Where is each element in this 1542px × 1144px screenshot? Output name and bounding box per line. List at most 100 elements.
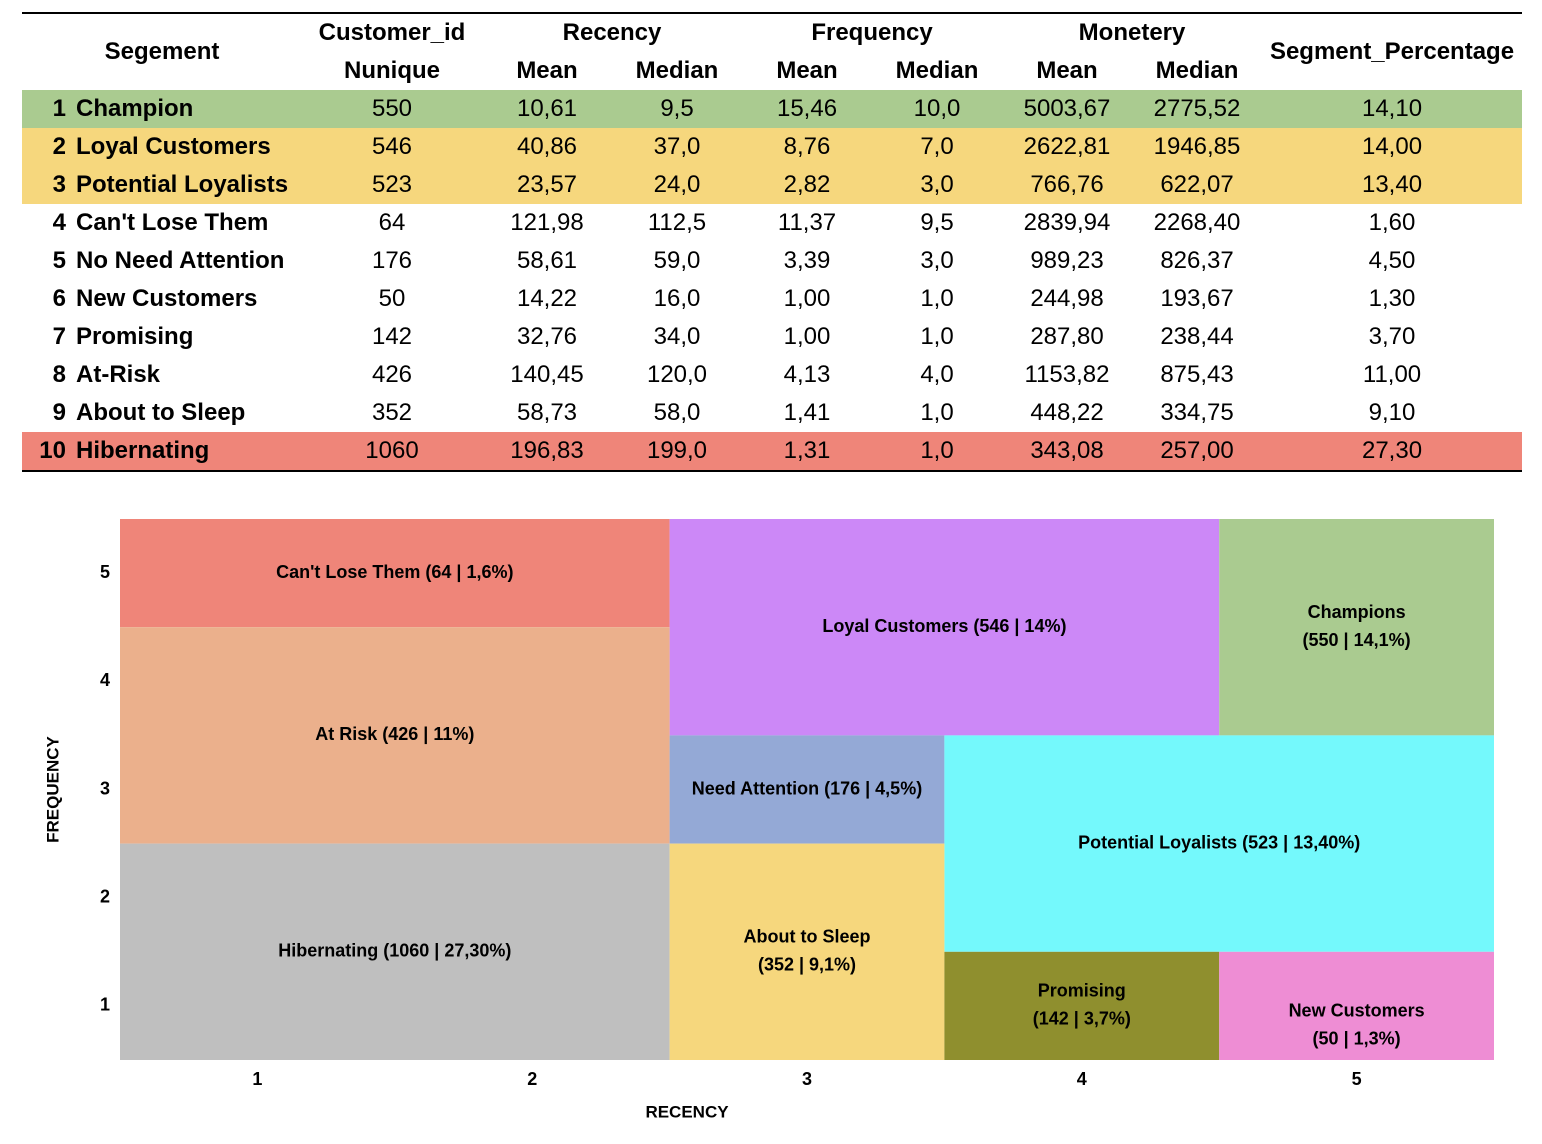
segment-name-cell: 9 About to Sleep <box>22 394 302 432</box>
recency-median-cell: 9,5 <box>660 95 694 122</box>
x-tick-label: 1 <box>252 1069 262 1089</box>
segment-label: Can't Lose Them (64 | 1,6%) <box>276 562 513 582</box>
recency-mean-cell: 40,86 <box>516 133 578 160</box>
segment-block: At Risk (426 | 11%) <box>120 627 670 844</box>
frequency-median-cell: 7,0 <box>920 133 954 160</box>
monetary-median-cell: 238,44 <box>1160 323 1234 350</box>
frequency-median-cell: 1,0 <box>920 285 954 312</box>
table-header-row-1: Segement Customer_id Recency Frequency M… <box>22 12 1523 90</box>
header-monetary: Monetery <box>1002 12 1263 52</box>
segment-name-cell: 8 At-Risk <box>22 356 302 394</box>
segment-label: New Customers <box>1289 1001 1425 1021</box>
recency-median-cell: 199,0 <box>612 432 743 472</box>
frequency-median-cell: 1,0 <box>920 323 954 350</box>
monetary-mean-cell: 5003,67 <box>1023 95 1111 122</box>
segment-name-cell: 5 No Need Attention <box>22 242 302 280</box>
header-nunique: Nunique <box>344 57 440 84</box>
segment-percentage-cell: 14,10 <box>1361 95 1423 122</box>
header-frequency-mean: Mean <box>776 57 838 84</box>
segment-percentage-cell: 1,30 <box>1368 285 1416 312</box>
segment-number: 5 <box>52 247 66 274</box>
header-customer-id: Customer_id <box>302 12 482 52</box>
segment-label: Loyal Customers <box>76 133 271 160</box>
segment-number: 9 <box>52 399 66 426</box>
segment-rect <box>120 627 670 844</box>
segment-label: Potential Loyalists <box>76 171 289 198</box>
segment-number: 7 <box>52 323 66 350</box>
segment-rect <box>944 951 1220 1060</box>
monetary-mean-cell: 2839,94 <box>1023 209 1111 236</box>
segment-number: 3 <box>52 171 66 198</box>
monetary-median-cell: 257,00 <box>1132 432 1263 472</box>
header-monetary-mean: Mean <box>1036 57 1098 84</box>
segment-block: About to Sleep (352 | 9,1%) <box>669 843 945 1060</box>
table-row: 3 Potential Loyalists 523 23,57 24,0 2,82 3,0 7… <box>22 166 1523 204</box>
segment-block: Hibernating (1060 | 27,30%) <box>120 843 670 1060</box>
frequency-mean-cell: 11,37 <box>777 209 837 236</box>
segment-summary-table: Segement Customer_id Recency Frequency M… <box>22 12 1523 472</box>
header-monetary-median: Median <box>1155 57 1239 84</box>
segment-label: Promising <box>1038 981 1126 1001</box>
frequency-mean-cell: 1,41 <box>783 399 831 426</box>
segment-number: 2 <box>52 133 66 160</box>
table-row: 4 Can't Lose Them 64 121,98 112,5 11,37 9,5 283… <box>22 204 1523 242</box>
recency-mean-cell: 32,76 <box>516 323 578 350</box>
segment-name-cell: 7 Promising <box>22 318 302 356</box>
recency-median-cell: 16,0 <box>653 285 701 312</box>
segment-percentage-cell: 9,10 <box>1368 399 1416 426</box>
segment-name-cell: 6 New Customers <box>22 280 302 318</box>
segment-label: (550 | 14,1%) <box>1303 630 1411 650</box>
segment-name-cell: 1 Champion <box>22 90 302 128</box>
header-recency-mean: Mean <box>516 57 578 84</box>
segment-rect <box>1219 519 1494 736</box>
segment-block: Can't Lose Them (64 | 1,6%) <box>120 519 670 628</box>
segment-label: At Risk (426 | 11%) <box>315 724 474 744</box>
segment-name-cell: 3 Potential Loyalists <box>22 166 302 204</box>
segment-label: Need Attention (176 | 4,5%) <box>692 778 922 798</box>
x-tick-label: 4 <box>1077 1069 1087 1089</box>
table-row: 5 No Need Attention 176 58,61 59,0 3,39 3,0 989… <box>22 242 1523 280</box>
x-tick-label: 2 <box>527 1069 537 1089</box>
monetary-mean-cell: 1153,82 <box>1024 361 1110 388</box>
table-body: 1 Champion 550 10,61 9,5 15,46 10,0 5003,67 2775… <box>22 90 1523 472</box>
table-row: 10 Hibernating 1060 196,83 199,0 1,31 1,0 343,0… <box>22 432 1523 472</box>
recency-mean-cell: 14,22 <box>516 285 578 312</box>
monetary-mean-cell: 244,98 <box>1030 285 1104 312</box>
recency-median-cell: 120,0 <box>646 361 708 388</box>
nunique-cell: 352 <box>371 399 413 426</box>
segment-block: Promising (142 | 3,7%) <box>944 951 1220 1060</box>
segment-label: Champions <box>1308 602 1406 622</box>
recency-mean-cell: 23,57 <box>516 171 578 198</box>
monetary-median-cell: 2268,40 <box>1153 209 1241 236</box>
segment-rect <box>669 519 1220 736</box>
monetary-mean-cell: 343,08 <box>1002 432 1133 472</box>
segment-label: At-Risk <box>76 361 161 388</box>
table-row: 9 About to Sleep 352 58,73 58,0 1,41 1,0 448,22… <box>22 394 1523 432</box>
segment-label: Can't Lose Them <box>76 209 269 236</box>
segment-percentage-cell: 1,60 <box>1368 209 1416 236</box>
x-tick-label: 5 <box>1352 1069 1362 1089</box>
segment-percentage-cell: 4,50 <box>1368 247 1416 274</box>
header-segment: Segement <box>22 12 302 90</box>
recency-mean-cell: 196,83 <box>482 432 612 472</box>
segment-label: About to Sleep <box>76 399 246 426</box>
frequency-mean-cell: 1,31 <box>742 432 873 472</box>
y-tick-label: 4 <box>100 670 110 690</box>
recency-median-cell: 34,0 <box>653 323 701 350</box>
recency-median-cell: 37,0 <box>653 133 701 160</box>
monetary-median-cell: 334,75 <box>1160 399 1234 426</box>
nunique-cell: 550 <box>371 95 413 122</box>
segment-label: (142 | 3,7%) <box>1033 1009 1131 1029</box>
segment-label: Promising <box>76 323 194 350</box>
segment-label: New Customers <box>76 285 258 312</box>
recency-median-cell: 24,0 <box>653 171 701 198</box>
frequency-median-cell: 4,0 <box>920 361 954 388</box>
header-segment-percentage: Segment_Percentage <box>1262 12 1523 90</box>
nunique-cell: 176 <box>371 247 413 274</box>
segment-label: Champion <box>76 95 194 122</box>
header-frequency-median: Median <box>895 57 979 84</box>
x-tick-label: 3 <box>802 1069 812 1089</box>
recency-mean-cell: 10,61 <box>516 95 578 122</box>
table-row: 7 Promising 142 32,76 34,0 1,00 1,0 287,80 238,4… <box>22 318 1523 356</box>
segment-block: Loyal Customers (546 | 14%) <box>669 519 1220 736</box>
